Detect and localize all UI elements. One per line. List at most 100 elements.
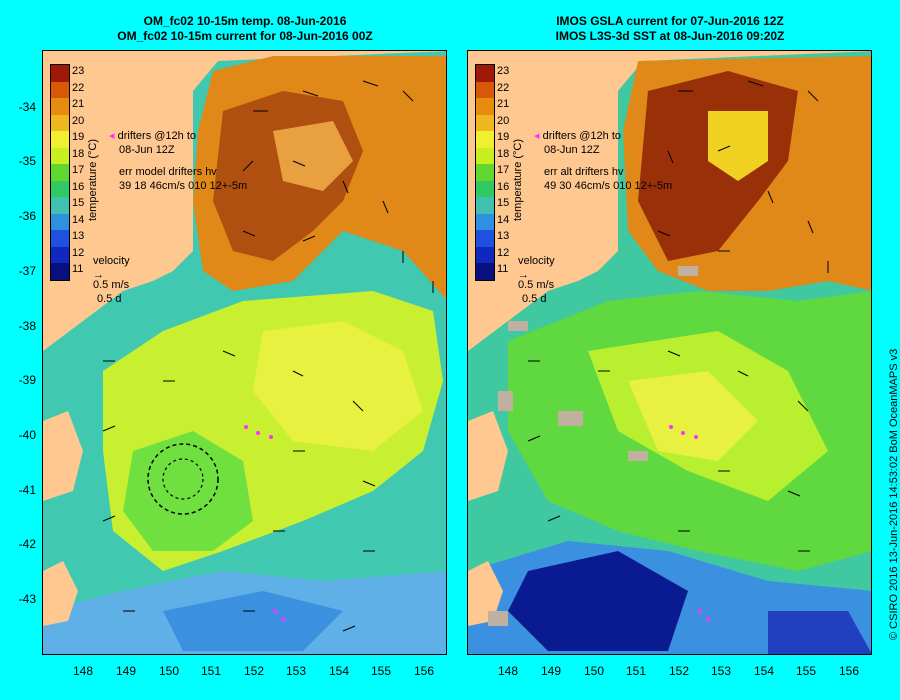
- velocity-scale: 0.5 m/s: [93, 279, 130, 291]
- drifters-legend: ◂ drifters @12h to 08-Jun 12Z err alt dr…: [534, 130, 673, 192]
- left-title-line1: OM_fc02 10-15m temp. 08-Jun-2016: [143, 14, 347, 28]
- x-tick: 151: [200, 664, 222, 678]
- y-tick: -42: [18, 537, 36, 551]
- colorbar-swatch: [51, 213, 69, 231]
- colorbar-label: 19: [72, 131, 85, 143]
- drifters-label: drifters @12h to: [117, 130, 197, 142]
- colorbar-label: 16: [72, 181, 85, 193]
- colorbar-label: 21: [72, 98, 85, 110]
- colorbar-swatch: [51, 114, 69, 132]
- colorbar-swatch: [51, 246, 69, 264]
- colorbar-label: 11: [497, 263, 509, 275]
- velocity-time: 0.5 d: [522, 293, 547, 305]
- y-tick: -36: [18, 209, 36, 223]
- y-tick: -43: [18, 592, 36, 606]
- colorbar-label: 22: [497, 82, 510, 94]
- right-title-line2: IMOS L3S-3d SST at 08-Jun-2016 09:20Z: [555, 29, 785, 43]
- colorbar-label: 23: [72, 65, 85, 77]
- colorbar-label: 18: [497, 148, 510, 160]
- velocity-arrow-icon: →: [518, 269, 529, 281]
- x-tick: 156: [413, 664, 435, 678]
- y-tick: -35: [18, 154, 36, 168]
- colorbar-label: 11: [72, 263, 84, 275]
- x-tick: 152: [243, 664, 265, 678]
- drifters-time: 08-Jun 12Z: [544, 144, 600, 156]
- velocity-time: 0.5 d: [97, 293, 122, 305]
- x-tick: 153: [710, 664, 732, 678]
- colorbar-swatch: [51, 263, 69, 280]
- colorbar-swatch: [476, 246, 494, 264]
- colorbar-label: 15: [497, 197, 510, 209]
- colorbar-label: 15: [72, 197, 85, 209]
- colorbar-swatch: [51, 131, 69, 148]
- velocity-legend: velocity → 0.5 m/s 0.5 d: [93, 254, 130, 306]
- colorbar-label: 20: [72, 115, 85, 127]
- x-tick: 155: [370, 664, 392, 678]
- x-tick: 149: [115, 664, 137, 678]
- err-values: 49 30 46cm/s 010 12+-5m: [544, 180, 673, 192]
- colorbar-swatch: [51, 180, 69, 198]
- right-map-panel: 23 22 21 20 19 18 17 16 15 14 13 12 11 t…: [467, 50, 872, 655]
- colorbar-swatch: [476, 180, 494, 198]
- colorbar-label: 17: [72, 164, 85, 176]
- err-label: err model drifters hv: [119, 166, 217, 178]
- drifters-label: drifters @12h to: [542, 130, 622, 142]
- colorbar-swatch: [476, 131, 494, 148]
- colorbar-label: 23: [497, 65, 510, 77]
- right-title: IMOS GSLA current for 07-Jun-2016 12Z IM…: [465, 14, 875, 44]
- err-values: 39 18 46cm/s 010 12+-5m: [119, 180, 248, 192]
- colorbar-swatch: [476, 98, 494, 115]
- x-tick: 150: [158, 664, 180, 678]
- colorbar-label: 16: [497, 181, 510, 193]
- x-tick: 155: [795, 664, 817, 678]
- colorbar-label: 12: [497, 247, 510, 259]
- x-tick: 154: [753, 664, 775, 678]
- credit-text: © CSIRO 2016 13-Jun-2016 14:53:02 BoM Oc…: [888, 348, 900, 640]
- colorbar-label: 19: [497, 131, 510, 143]
- velocity-label: velocity: [518, 255, 555, 267]
- colorbar-swatch: [51, 197, 69, 214]
- colorbar-swatch: [51, 98, 69, 115]
- colorbar-swatch: [476, 263, 494, 280]
- colorbar-swatch: [476, 147, 494, 165]
- y-tick: -41: [18, 483, 36, 497]
- colorbar-swatch: [476, 197, 494, 214]
- left-title: OM_fc02 10-15m temp. 08-Jun-2016 OM_fc02…: [40, 14, 450, 44]
- y-tick: -39: [18, 373, 36, 387]
- colorbar-title: temperature (°C): [87, 138, 99, 221]
- colorbar-swatch: [51, 81, 69, 99]
- err-label: err alt drifters hv: [544, 166, 624, 178]
- colorbar-title: temperature (°C): [512, 138, 524, 221]
- velocity-legend: velocity → 0.5 m/s 0.5 d: [518, 254, 555, 306]
- velocity-scale: 0.5 m/s: [518, 279, 555, 291]
- colorbar-swatch: [51, 164, 69, 181]
- velocity-label: velocity: [93, 255, 130, 267]
- colorbar-swatch: [51, 65, 69, 82]
- y-tick: -34: [18, 100, 36, 114]
- colorbar-swatch: [476, 213, 494, 231]
- x-tick: 152: [668, 664, 690, 678]
- right-map: [468, 51, 871, 654]
- x-tick: 151: [625, 664, 647, 678]
- left-title-line2: OM_fc02 10-15m current for 08-Jun-2016 0…: [117, 29, 373, 43]
- colorbar-label: 13: [497, 230, 510, 242]
- colorbar-label: 21: [497, 98, 510, 110]
- x-tick: 149: [540, 664, 562, 678]
- left-map-panel: 23 22 21 20 19 18 17 16 15 14 13 12 11 t…: [42, 50, 447, 655]
- colorbar-label: 18: [72, 148, 85, 160]
- colorbar-swatch: [476, 230, 494, 247]
- colorbar-swatch: [476, 164, 494, 181]
- colorbar-label: 13: [72, 230, 85, 242]
- drifters-time: 08-Jun 12Z: [119, 144, 175, 156]
- colorbar-swatch: [476, 65, 494, 82]
- colorbar-swatch: [476, 81, 494, 99]
- left-map: [43, 51, 446, 654]
- colorbar: [50, 64, 70, 281]
- y-tick: -37: [18, 264, 36, 278]
- x-tick: 150: [583, 664, 605, 678]
- x-tick: 148: [497, 664, 519, 678]
- colorbar-swatch: [51, 230, 69, 247]
- colorbar-label: 20: [497, 115, 510, 127]
- velocity-arrow-icon: →: [93, 269, 104, 281]
- colorbar: [475, 64, 495, 281]
